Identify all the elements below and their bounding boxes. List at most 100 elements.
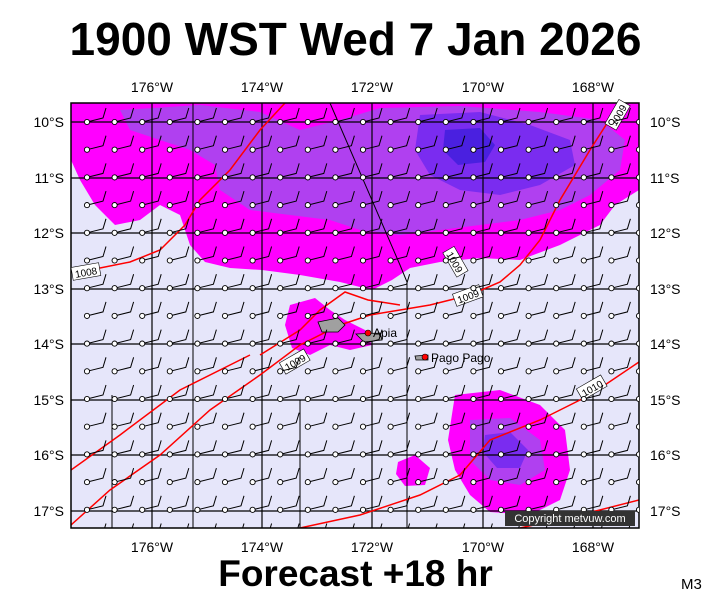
station-dot (359, 506, 367, 513)
wind-barb (528, 190, 549, 206)
wind-barb (335, 218, 355, 234)
wind-barb (418, 163, 438, 178)
lon-label: 176°W (131, 79, 174, 95)
wind-barb (545, 523, 549, 528)
wind-barb (280, 412, 300, 428)
station-dot (166, 229, 173, 236)
station-dot (221, 423, 229, 430)
wind-barb (335, 467, 355, 483)
wind-barb (390, 467, 411, 483)
wind-barb (114, 107, 135, 123)
wind-barb (86, 329, 107, 345)
wind-barb (445, 135, 466, 151)
station-dot (387, 174, 394, 181)
wind-barb (335, 163, 355, 178)
wind-barb (186, 523, 190, 528)
station-dot (359, 285, 367, 292)
wind-barb (142, 357, 162, 372)
wind-barb (528, 301, 549, 317)
wind-barb (611, 190, 631, 206)
wind-barb (583, 274, 604, 289)
wind-barb (500, 495, 521, 511)
station-dot (635, 451, 639, 458)
station-dot (442, 395, 449, 403)
wind-barb (352, 523, 355, 528)
station-dot (525, 174, 532, 181)
wind-barb (86, 301, 107, 317)
station-dot (166, 395, 173, 403)
wind-barb (473, 412, 493, 428)
wind-barb (500, 218, 521, 234)
lat-label: 10°S (650, 114, 681, 130)
wind-barb (335, 440, 355, 455)
wind-barb (197, 246, 217, 261)
station-dot (111, 423, 118, 430)
wind-barb (252, 495, 273, 511)
station-dot (442, 368, 449, 375)
wind-barb (169, 218, 190, 234)
wind-barb (280, 190, 300, 206)
wind-barb (197, 301, 217, 317)
wind-barb (445, 246, 466, 261)
wind-barb (390, 163, 411, 178)
lon-label: 174°W (241, 79, 284, 95)
wind-barb (307, 467, 328, 483)
wind-barb (224, 329, 245, 345)
wind-barb (362, 246, 383, 261)
wind-barb (280, 218, 300, 234)
station-dot (470, 340, 477, 347)
wind-barb (528, 163, 549, 178)
wind-barb (280, 274, 300, 289)
station-dot (525, 340, 532, 347)
station-dot (332, 312, 339, 319)
station-dot (359, 423, 367, 430)
station-dot (635, 423, 639, 430)
station-dot (553, 285, 560, 292)
station-dot (332, 451, 339, 458)
station-dot (415, 285, 422, 292)
wind-barb (611, 329, 631, 345)
station-dot (111, 312, 118, 319)
station-dot (580, 312, 587, 319)
station-dot (359, 174, 367, 181)
wind-barb (473, 107, 493, 123)
station-dot (608, 368, 615, 375)
wind-barb (556, 329, 576, 345)
station-dot (635, 395, 639, 403)
station-dot (635, 285, 639, 292)
station-dot (277, 451, 284, 458)
wind-barb (638, 315, 639, 316)
station-dot (580, 479, 587, 486)
station-dot (221, 174, 229, 181)
station-dot (166, 285, 173, 292)
lon-label: 172°W (351, 79, 394, 95)
wind-barb (142, 218, 162, 234)
wind-barb (445, 440, 466, 455)
station-dot (277, 229, 284, 236)
station-dot (194, 202, 201, 209)
station-dot (304, 479, 311, 486)
wind-barb (224, 163, 245, 178)
station-dot (470, 202, 477, 209)
station-dot (608, 146, 615, 153)
station-dot (635, 202, 639, 209)
wind-barb (583, 357, 604, 372)
wind-barb (224, 218, 245, 234)
station-dot (332, 285, 339, 292)
wind-barb (418, 440, 438, 455)
wind-barb (197, 274, 217, 289)
wind-barb (335, 357, 355, 372)
wind-barb (556, 163, 576, 178)
station-dot (635, 146, 639, 153)
station-dot (442, 257, 449, 264)
station-dot (139, 506, 146, 513)
station-dot (111, 506, 118, 513)
lat-label: 11°S (650, 170, 679, 186)
wind-barb (169, 107, 190, 123)
station-dot (166, 312, 173, 319)
station-dot (83, 174, 91, 181)
lat-label: 14°S (33, 336, 64, 352)
wind-barb (583, 246, 604, 261)
wind-barb (611, 218, 631, 234)
